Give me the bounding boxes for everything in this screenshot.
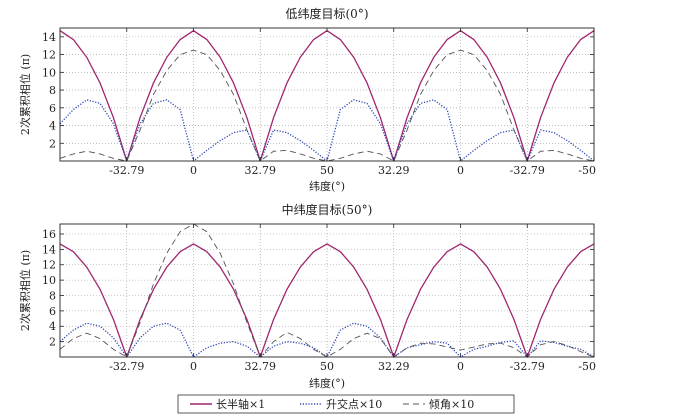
y-tick-label: 14: [42, 31, 56, 44]
x-tick-label: -32.79: [109, 164, 144, 177]
y-tick-label: 16: [42, 228, 56, 241]
y-axis-label: 2次累积相位 (π): [18, 250, 32, 331]
x-tick-label: 32.29: [378, 360, 410, 373]
x-axis-label: 纬度(°): [309, 179, 345, 193]
legend: 长半轴×1 升交点×10 倾角×10: [177, 394, 515, 414]
y-tick-label: 6: [49, 102, 56, 115]
series-line-0: [59, 30, 595, 162]
chart-panel-mid-latitude: 中纬度目标(50°) 2 4 6 8 10 12 14 16 -32.79 0 32.79 50 32.2…: [18, 202, 596, 390]
legend-label-0: 长半轴×1: [216, 397, 265, 411]
x-tick-label: 50: [320, 360, 334, 373]
x-tick-label: -32.79: [109, 360, 144, 373]
x-tick-label: -50: [578, 360, 596, 373]
chart-title: 中纬度目标(50°): [282, 202, 373, 217]
chart-title: 低纬度目标(0°): [286, 6, 369, 21]
y-tick-label: 8: [49, 84, 56, 97]
x-tick-label: 0: [457, 360, 464, 373]
y-tick-label: 2: [49, 137, 56, 150]
y-tick-label: 2: [49, 336, 56, 349]
chart-panel-low-latitude: 低纬度目标(0°) 2 4 6 8 10 12 14 -32.79 0 32.79 50 32.29 0 -…: [18, 6, 596, 193]
y-axis-label: 2次累积相位 (π): [18, 54, 32, 135]
x-tick-label: 0: [190, 360, 197, 373]
x-tick-label: 32.79: [245, 164, 277, 177]
y-tick-label: 4: [49, 320, 56, 333]
y-tick-label: 12: [42, 49, 56, 62]
y-tick-label: 10: [42, 274, 56, 287]
y-tick-label: 10: [42, 66, 56, 79]
x-tick-label: 0: [190, 164, 197, 177]
x-tick-label: -50: [578, 164, 596, 177]
y-tick-label: 8: [49, 289, 56, 302]
x-axis-label: 纬度(°): [309, 376, 345, 390]
grid: [60, 28, 594, 161]
legend-label-2: 倾角×10: [429, 398, 474, 411]
series-line-2: [59, 49, 595, 162]
x-tick-label: 0: [457, 164, 464, 177]
series-line-2: [59, 223, 595, 358]
x-tick-label: 32.29: [378, 164, 410, 177]
x-tick-label: 50: [320, 164, 334, 177]
legend-frame: [177, 394, 515, 414]
y-tick-label: 12: [42, 259, 56, 272]
series-line-0: [59, 243, 595, 358]
x-tick-label: -32.79: [510, 360, 545, 373]
y-tick-label: 14: [42, 243, 56, 256]
legend-label-1: 升交点×10: [326, 397, 382, 411]
y-tick-label: 4: [49, 120, 56, 133]
x-tick-label: -32.79: [510, 164, 545, 177]
y-tick-label: 6: [49, 305, 56, 318]
x-tick-label: 32.79: [245, 360, 277, 373]
series-line-1: [59, 322, 595, 358]
